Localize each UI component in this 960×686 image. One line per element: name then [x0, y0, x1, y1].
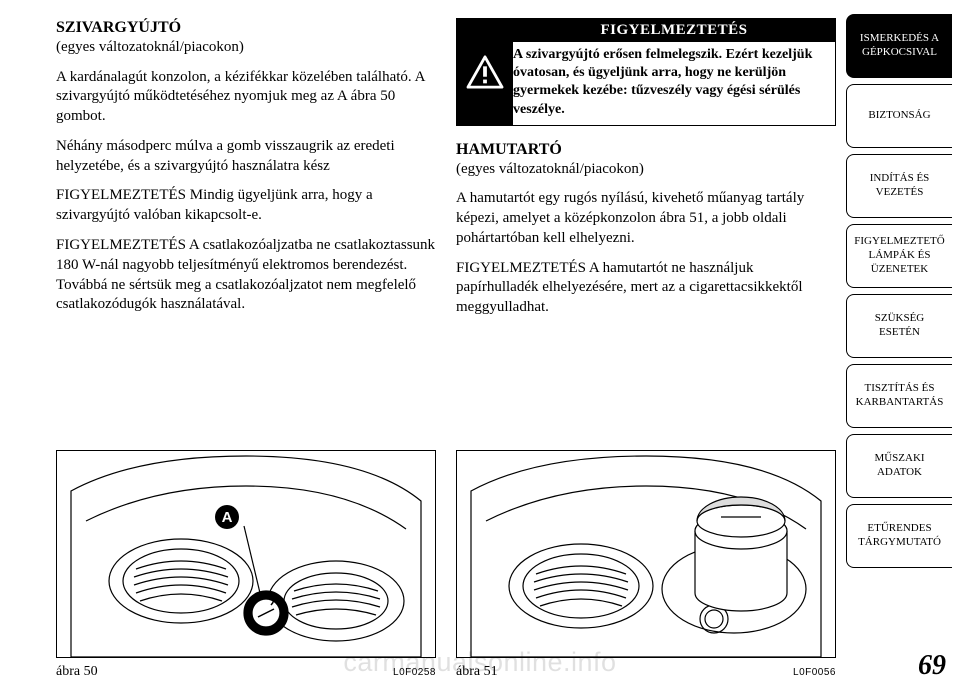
page: SZIVARGYÚJTÓ (egyes változatoknál/piacok…	[0, 0, 960, 686]
tab-label: MŰSZAKI ADATOK	[853, 452, 946, 480]
right-p2: FIGYELMEZTETÉS A hamutartót ne használju…	[456, 259, 836, 318]
tab-biztonsag[interactable]: BIZTONSÁG	[846, 84, 952, 148]
tab-label: FIGYELMEZTETŐ LÁMPÁK ÉS ÜZENETEK	[853, 235, 946, 276]
tab-tisztitas[interactable]: TISZTÍTÁS ÉS KARBANTARTÁS	[846, 364, 952, 428]
right-column: FIGYELMEZTETÉS A szivargyújtó erősen fel…	[456, 18, 836, 686]
tab-label: BIZTONSÁG	[868, 109, 930, 123]
left-p2: Néhány másodperc múlva a gomb visszaugri…	[56, 137, 436, 177]
warning-box: FIGYELMEZTETÉS A szivargyújtó erősen fel…	[456, 18, 836, 126]
warning-body: A szivargyújtó erősen felmelegszik. Ezér…	[513, 42, 835, 125]
tab-muszaki[interactable]: MŰSZAKI ADATOK	[846, 434, 952, 498]
figure-50-code: L0F0258	[393, 667, 436, 680]
left-title: SZIVARGYÚJTÓ	[56, 18, 436, 38]
tab-label: ETŰRENDES TÁRGYMUTATÓ	[853, 522, 946, 550]
left-p4: FIGYELMEZTETÉS A csatlakozóaljzatba ne c…	[56, 236, 436, 315]
warning-triangle-icon	[457, 19, 513, 125]
tab-targymutato[interactable]: ETŰRENDES TÁRGYMUTATÓ	[846, 504, 952, 568]
tab-ismerkedes[interactable]: ISMERKEDÉS A GÉPKOCSIVAL	[846, 14, 952, 78]
tab-label: ISMERKEDÉS A GÉPKOCSIVAL	[853, 32, 946, 60]
warning-text-wrap: FIGYELMEZTETÉS A szivargyújtó erősen fel…	[513, 19, 835, 125]
tab-label: SZÜKSÉG ESETÉN	[853, 312, 946, 340]
left-p1: A kardánalagút konzolon, a kézifékkar kö…	[56, 68, 436, 127]
tab-inditas[interactable]: INDÍTÁS ÉS VEZETÉS	[846, 154, 952, 218]
figure-51-code: L0F0056	[793, 667, 836, 680]
tab-szukseg[interactable]: SZÜKSÉG ESETÉN	[846, 294, 952, 358]
page-number: 69	[918, 650, 946, 682]
left-column: SZIVARGYÚJTÓ (egyes változatoknál/piacok…	[56, 18, 436, 686]
right-p1: A hamutartót egy rugós nyílású, kivehető…	[456, 189, 836, 248]
tab-figyelmezteto[interactable]: FIGYELMEZTETŐ LÁMPÁK ÉS ÜZENETEK	[846, 224, 952, 288]
tab-label: TISZTÍTÁS ÉS KARBANTARTÁS	[853, 382, 946, 410]
figure-51	[456, 450, 836, 658]
marker-a-label: A	[222, 509, 233, 526]
right-title: HAMUTARTÓ	[456, 140, 836, 160]
figure-51-caption-row: ábra 51 L0F0056	[456, 664, 836, 680]
marker-a: A	[215, 505, 239, 529]
figure-51-caption: ábra 51	[456, 664, 498, 680]
warning-header: FIGYELMEZTETÉS	[513, 19, 835, 42]
figure-51-svg	[457, 451, 835, 657]
content-area: SZIVARGYÚJTÓ (egyes változatoknál/piacok…	[0, 0, 846, 686]
figure-50-svg	[57, 451, 435, 657]
left-subtitle: (egyes változatoknál/piacokon)	[56, 38, 436, 58]
figure-50: A	[56, 450, 436, 658]
sidebar-tabs: ISMERKEDÉS A GÉPKOCSIVAL BIZTONSÁG INDÍT…	[846, 0, 960, 686]
right-subtitle: (egyes változatoknál/piacokon)	[456, 160, 836, 180]
figure-50-caption-row: ábra 50 L0F0258	[56, 664, 436, 680]
left-p3: FIGYELMEZTETÉS Mindig ügyeljünk arra, ho…	[56, 186, 436, 226]
tab-label: INDÍTÁS ÉS VEZETÉS	[853, 172, 946, 200]
figure-50-caption: ábra 50	[56, 664, 98, 680]
